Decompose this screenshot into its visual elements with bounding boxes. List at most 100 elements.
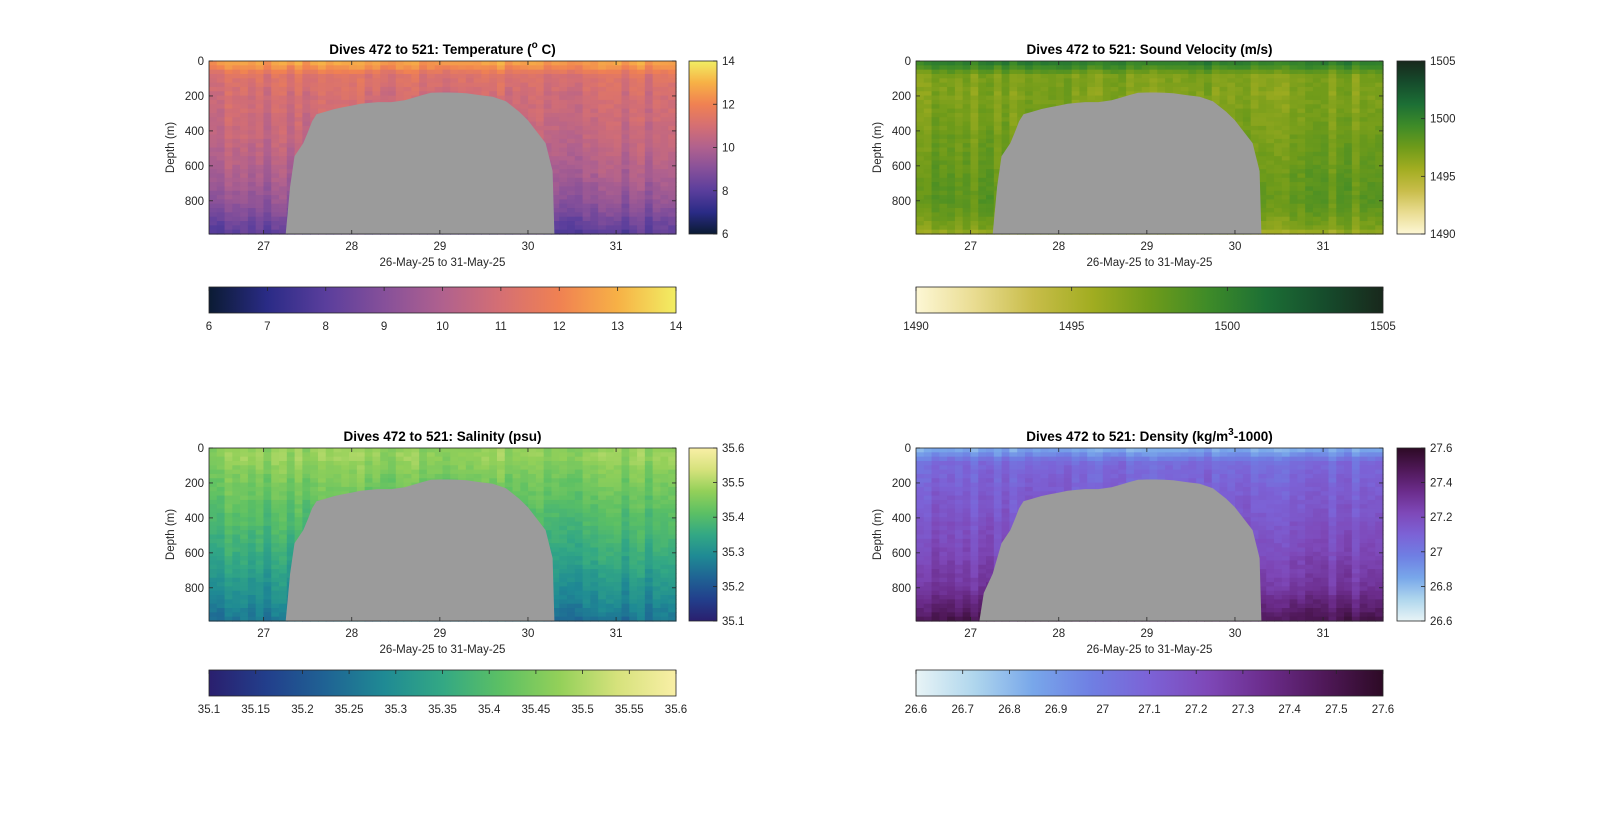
heatmap-cell (1344, 95, 1353, 101)
heatmap-cell (458, 78, 467, 84)
heatmap-cell (294, 121, 303, 127)
heatmap-cell (923, 147, 933, 153)
heatmap-cell (954, 151, 964, 157)
heatmap-cell (1359, 216, 1369, 222)
heatmap-cell (1110, 65, 1119, 71)
heatmap-cell (916, 117, 925, 123)
heatmap-cell (224, 216, 233, 222)
heatmap-cell (271, 117, 280, 123)
heatmap-cell (1274, 117, 1283, 123)
heatmap-cell (970, 108, 979, 114)
heatmap-cell (1328, 121, 1337, 127)
heatmap-cell (1328, 177, 1337, 183)
heatmap-cell (962, 143, 972, 149)
heatmap-cell (644, 156, 654, 162)
heatmap-cell (240, 186, 249, 192)
heatmap-cell (668, 190, 677, 196)
heatmap-cell (652, 82, 662, 88)
heatmap-cell (621, 177, 630, 183)
heatmap-cell (1048, 69, 1057, 75)
heatmap-cell (1274, 190, 1283, 196)
heatmap-cell (1266, 86, 1275, 92)
heatmap-cell (240, 73, 249, 79)
heatmap-cell (512, 95, 521, 101)
heatmap-cell (1351, 173, 1361, 179)
heatmap-cell (916, 190, 925, 196)
heatmap-cell (605, 173, 615, 179)
heatmap-cell (512, 91, 521, 97)
heatmap-cell (1297, 229, 1306, 235)
heatmap-cell (543, 117, 553, 123)
heatmap-cell (364, 61, 374, 66)
heatmap-cell (637, 65, 646, 71)
heatmap-cell (216, 456, 226, 462)
heatmap-cell (986, 143, 995, 149)
heatmap-cell (629, 99, 638, 105)
heatmap-cell (629, 199, 638, 205)
heatmap-cell (551, 225, 560, 231)
heatmap-cell (931, 61, 940, 66)
heatmap-cell (1305, 173, 1314, 179)
heatmap-cell (590, 108, 599, 114)
heatmap-cell (1351, 82, 1361, 88)
heatmap-cell (939, 130, 948, 136)
y-tick-label: 600 (185, 161, 204, 173)
heatmap-cell (559, 99, 568, 105)
heatmap-cell (1336, 195, 1345, 200)
heatmap-cell (1281, 190, 1291, 196)
heatmap-cell (255, 164, 265, 170)
heatmap-cell (543, 95, 553, 101)
heatmap-cell (613, 212, 623, 218)
heatmap-cell (1188, 78, 1197, 84)
heatmap-cell (1351, 190, 1361, 196)
heatmap-cell (216, 229, 226, 235)
heatmap-cell (481, 61, 490, 66)
heatmap-cell (450, 65, 459, 71)
heatmap-cell (216, 117, 226, 123)
heatmap-cell (372, 82, 381, 88)
heatmap-cell (970, 173, 979, 179)
heatmap-cell (535, 95, 545, 101)
heatmap-cell (1359, 173, 1369, 179)
heatmap-cell (574, 69, 584, 75)
heatmap-cell (216, 512, 226, 518)
heatmap-cell (1250, 134, 1260, 140)
heatmap-cell (279, 130, 288, 136)
heatmap-cell (209, 538, 218, 544)
heatmap-cell (1375, 134, 1384, 140)
heatmap-cell (916, 61, 925, 66)
heatmap-cell (1375, 82, 1384, 88)
heatmap-cell (1024, 86, 1034, 92)
heatmap-cell (637, 147, 646, 153)
heatmap-cell (916, 173, 925, 179)
heatmap-cell (1320, 69, 1330, 75)
heatmap-cell (1328, 216, 1337, 222)
heatmap-cell (1328, 225, 1337, 231)
heatmap-cell (993, 108, 1003, 114)
heatmap-cell (349, 78, 358, 84)
heatmap-cell (574, 169, 584, 175)
colorbar-side (688, 60, 718, 235)
heatmap-cell (551, 91, 560, 97)
heatmap-cell (216, 460, 226, 466)
heatmap-cell (1110, 78, 1119, 84)
heatmap-cell (255, 221, 265, 226)
heatmap-cell (209, 143, 218, 149)
heatmap-cell (962, 108, 972, 114)
heatmap-cell (923, 95, 933, 101)
heatmap-cell (411, 91, 420, 97)
heatmap-cell (1242, 104, 1252, 110)
heatmap-cell (1344, 221, 1353, 226)
heatmap-cell (939, 156, 948, 162)
heatmap-cell (1375, 160, 1384, 166)
heatmap-cell (1211, 65, 1221, 71)
heatmap-cell (528, 61, 537, 66)
heatmap-cell (962, 164, 972, 170)
heatmap-cell (395, 65, 405, 71)
heatmap-cell (1312, 216, 1322, 222)
heatmap-cell (1336, 82, 1345, 88)
heatmap-cell (512, 82, 521, 88)
heatmap-cell (613, 95, 623, 101)
heatmap-cell (621, 208, 630, 213)
